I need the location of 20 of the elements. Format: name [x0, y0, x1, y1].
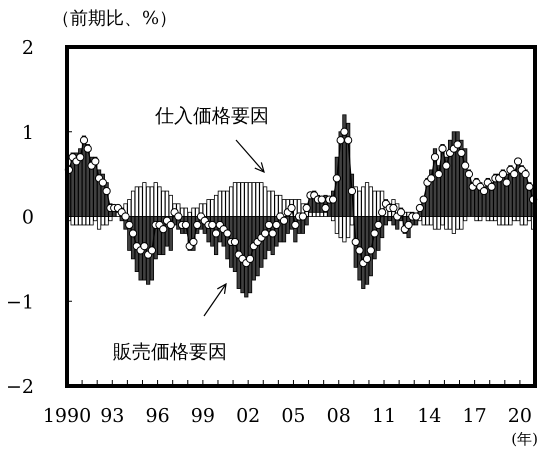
- text: 仕入価格要因: [154, 105, 269, 127]
- x-tick-label: 08: [326, 405, 351, 427]
- text: 販売価格要因: [113, 341, 227, 363]
- x-axis-title: (年): [511, 430, 538, 448]
- x-tick-label: 14: [417, 405, 442, 427]
- y-axis-title: （前期比、%）: [52, 8, 178, 29]
- x-tick-label: 93: [100, 405, 124, 427]
- x-tick-label: 17: [462, 405, 487, 427]
- y-tick-label: 1: [22, 122, 34, 144]
- x-tick-label: 02: [236, 405, 260, 427]
- y-tick-label: −1: [6, 291, 34, 314]
- x-tick-label: 96: [145, 405, 170, 427]
- y-tick-label: 0: [22, 206, 34, 228]
- x-tick-label: 1990: [42, 405, 92, 427]
- x-tick-label: 99: [190, 405, 215, 427]
- x-tick-label: 20: [508, 405, 532, 427]
- y-tick-label: 2: [22, 37, 34, 59]
- x-tick-label: 05: [281, 405, 306, 427]
- x-tick-label: 11: [372, 405, 396, 427]
- y-tick-label: −2: [6, 376, 34, 398]
